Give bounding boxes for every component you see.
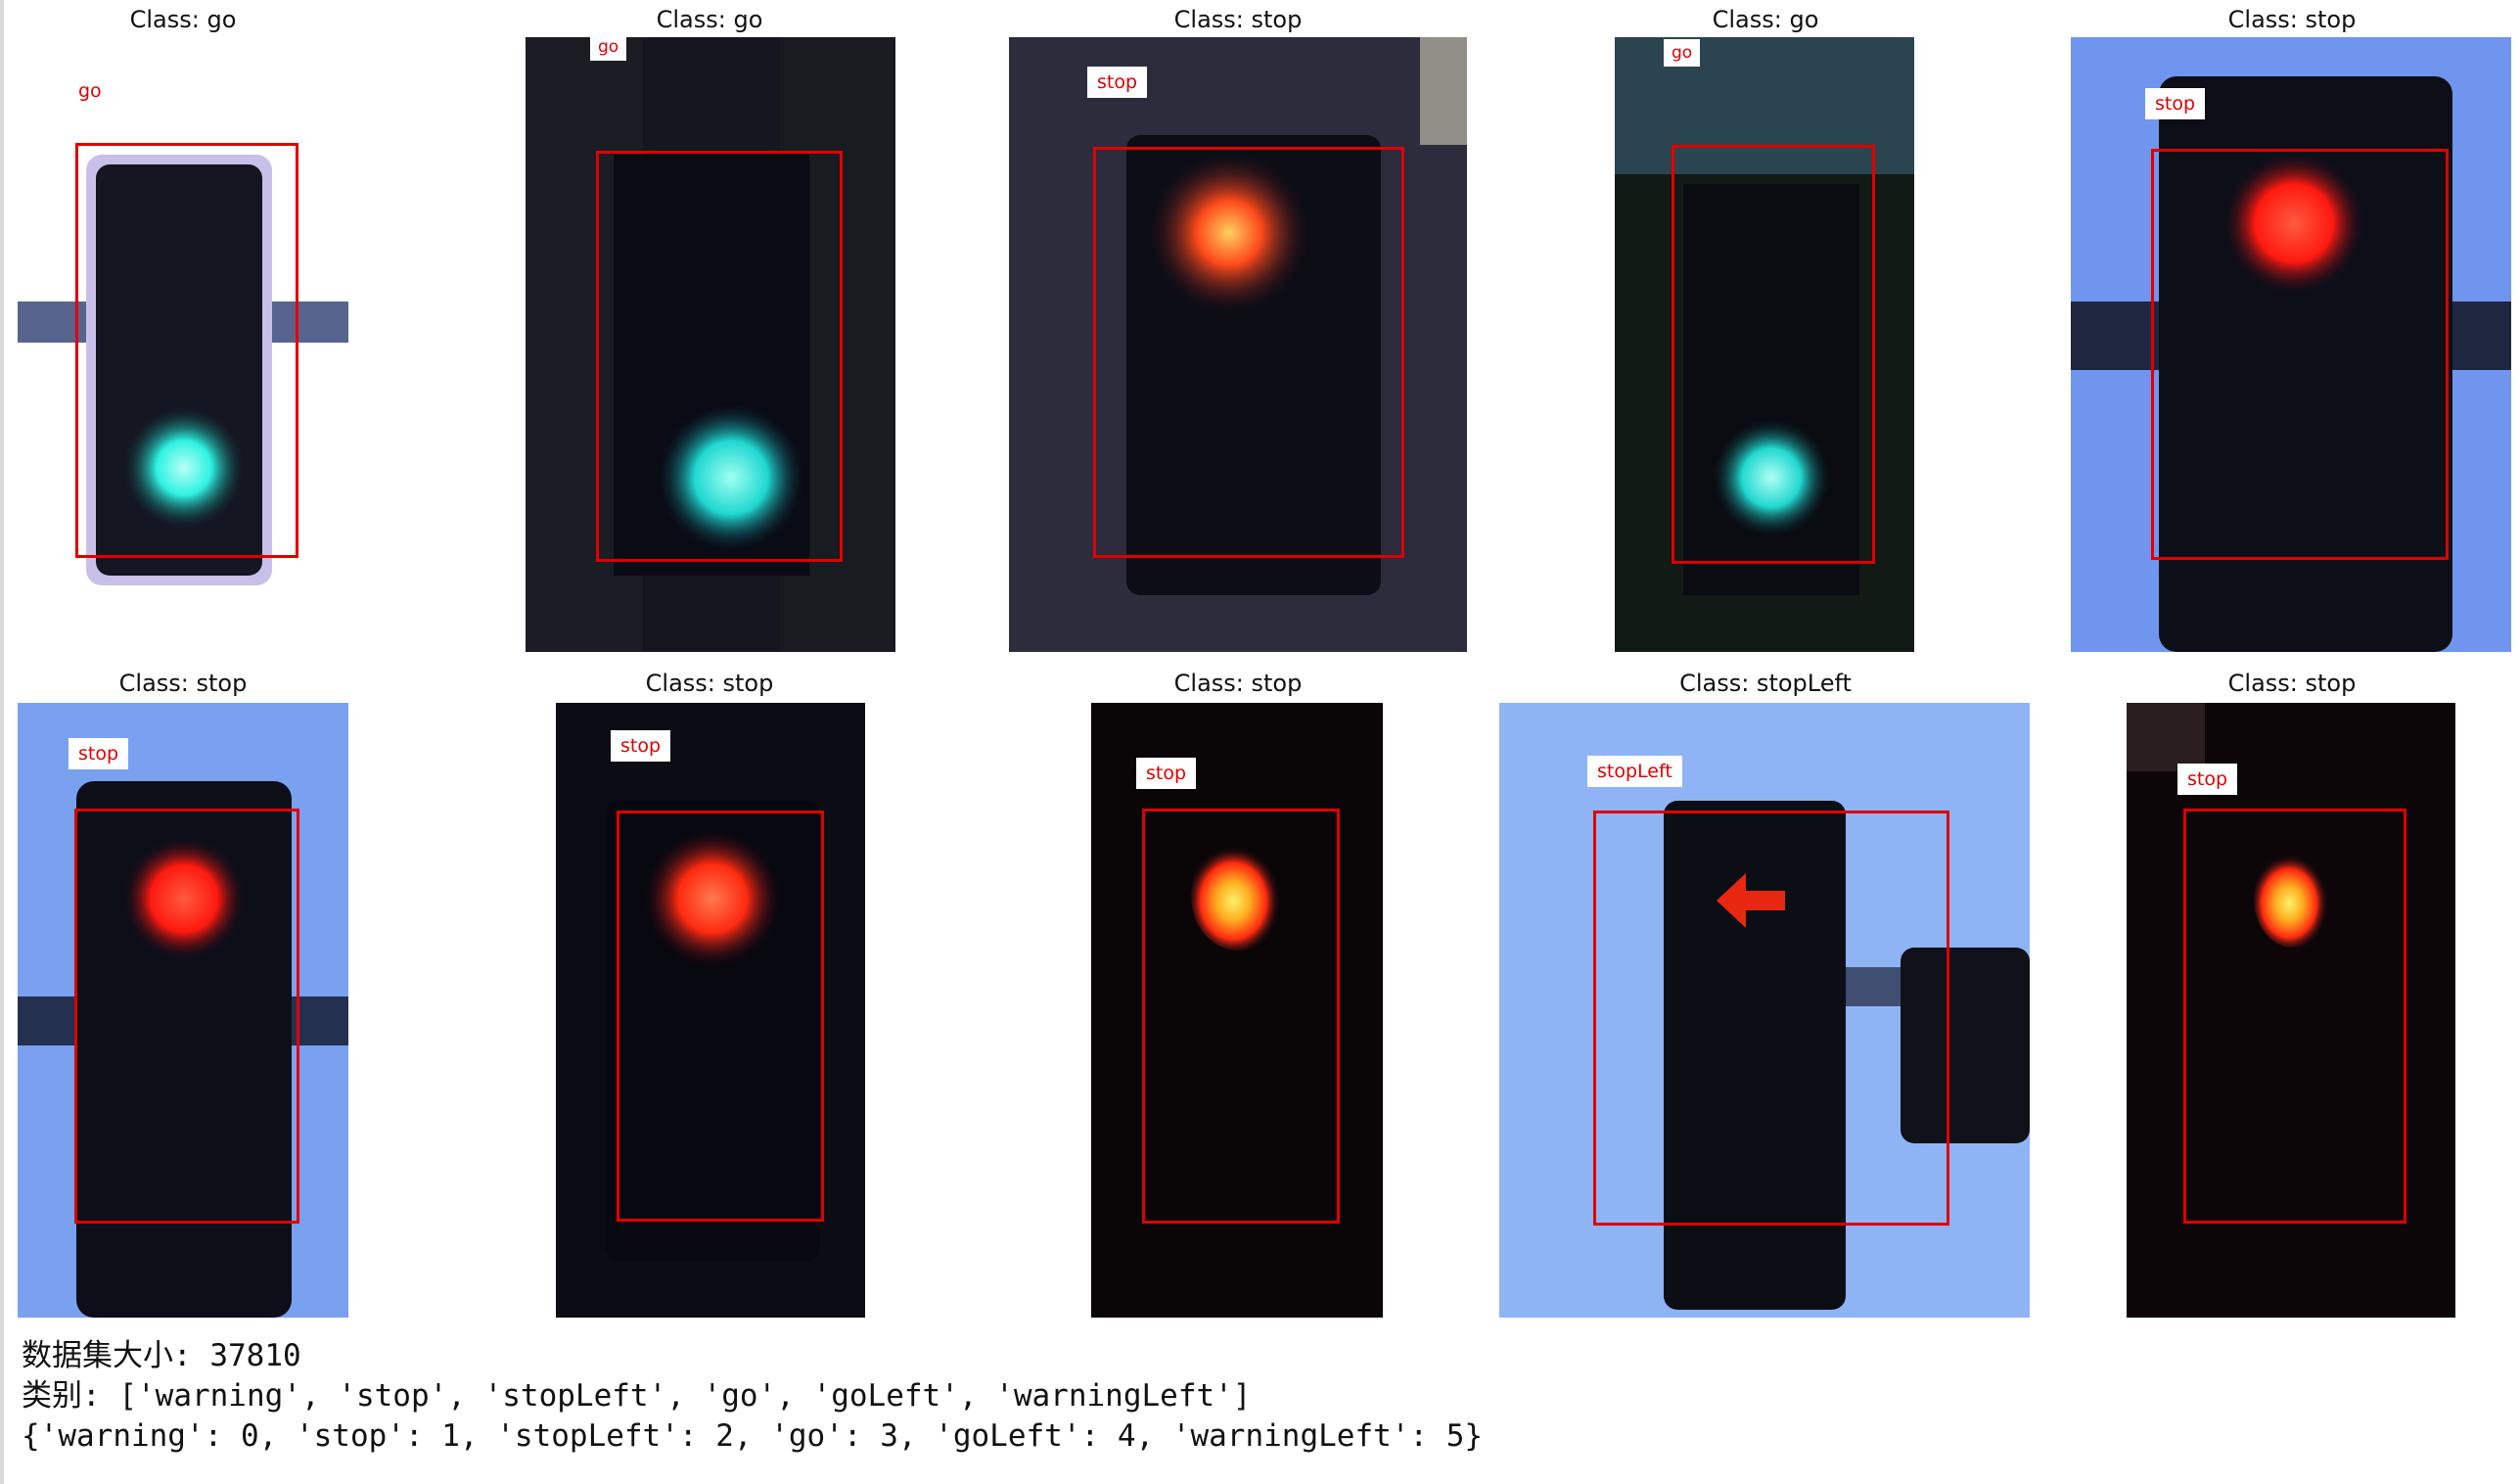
panel-title: Class: stop [118,670,248,697]
cell-output: 数据集大小: 37810 类别: ['warning', 'stop', 'sto… [22,1336,1483,1457]
class-index-map-line: {'warning': 0, 'stop': 1, 'stopLeft': 2,… [22,1418,1484,1454]
panel-title: Class: go [656,6,763,33]
bbox-label: stop [611,730,671,762]
bounding-box [1672,145,1875,564]
bounding-box [617,811,824,1222]
bounding-box [75,143,298,558]
traffic-light-image: stop [556,703,865,1318]
bounding-box [1142,809,1340,1224]
panel-title: Class: stop [1173,670,1303,697]
left-arrow-icon [1717,873,1785,928]
panel-title: Class: go [129,6,237,33]
panel-title: Class: go [1712,6,1819,33]
notebook-gutter [0,0,4,1484]
bbox-label: go [590,37,627,61]
panel-title: Class: stop [1173,6,1303,33]
panel-title: Class: stop [2227,670,2357,697]
traffic-light-image: stop [1009,37,1467,652]
panel-title: Class: stop [645,670,774,697]
bounding-box [2183,809,2406,1224]
bbox-label: stop [1087,67,1148,98]
bounding-box [1093,147,1404,558]
class-list-line: 类别: ['warning', 'stop', 'stopLeft', 'go'… [22,1378,1252,1414]
panel-title: Class: stopLeft [1679,670,1852,697]
traffic-light-image: stop [1091,703,1383,1318]
bbox-label: stop [2145,88,2206,119]
traffic-light-image: go [18,37,348,652]
traffic-light-image: stopLeft [1499,703,2030,1318]
bounding-box [2151,149,2449,560]
dataset-size-line: 数据集大小: 37810 [22,1338,301,1373]
traffic-light-image: stop [2127,703,2455,1318]
bbox-label: go [78,80,102,102]
bbox-label: go [1664,39,1701,67]
panel-title: Class: stop [2227,6,2357,33]
bounding-box [596,151,843,562]
bounding-box [1593,811,1949,1226]
bbox-label: stop [1136,758,1197,789]
bounding-box [74,809,299,1224]
bbox-label: stop [69,738,129,769]
traffic-light-image: stop [18,703,348,1318]
bbox-label: stopLeft [1587,756,1682,787]
traffic-light-image: go [526,37,895,652]
bbox-label: stop [2177,764,2238,795]
traffic-light-image: go [1615,37,1914,652]
traffic-light-image: stop [2071,37,2511,652]
